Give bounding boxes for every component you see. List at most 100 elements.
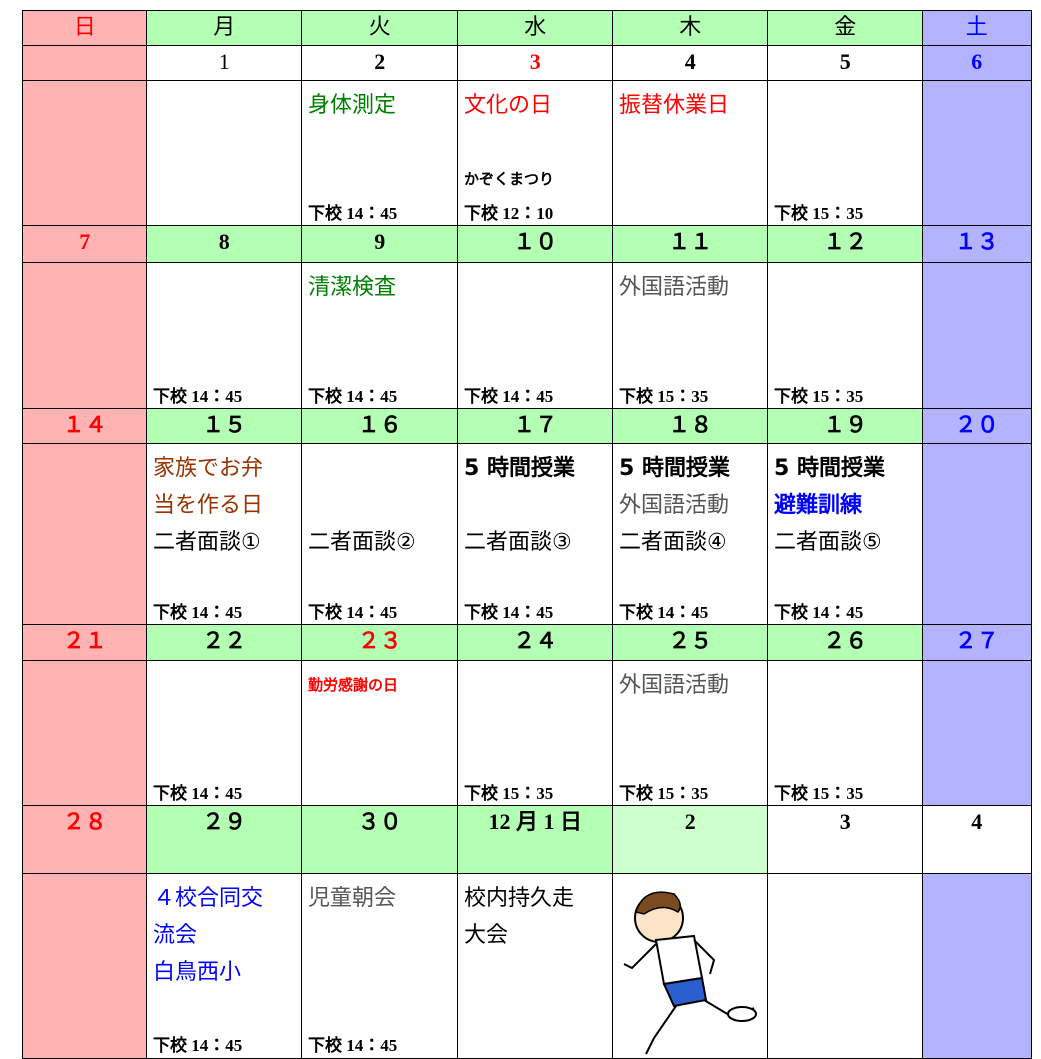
runner-illustration [623,891,757,1055]
dismissal-time: 下校 14：45 [308,1035,398,1055]
dismissal-time: 下校 15：35 [774,386,864,406]
day-header: 火 [301,10,459,47]
event-text: かぞくまつり [464,170,555,188]
date-cell: ２１ [22,624,148,662]
dismissal-time: 下校 14：45 [308,602,398,622]
day-header: 日 [22,10,148,47]
dismissal-time: 下校 14：45 [308,386,398,406]
event-text: 白鳥西小 [153,960,242,985]
event-text: 文化の日 [464,93,553,118]
dismissal-time: 下校 14：45 [308,203,398,223]
dismissal-time: 下校 14：45 [153,386,243,406]
event-cell: 二者面談② 下校 14：45 [301,443,459,626]
day-header: 月 [146,10,303,47]
date-cell: 3 [457,45,614,82]
date-cell: １２ [767,225,924,264]
event-cell [922,80,1032,227]
date-cell: 5 [767,45,924,82]
date-cell: １４ [22,408,148,445]
event-cell [22,660,148,807]
event-cell: 5 時間授業 避難訓練 二者面談⑤ 下校 14：45 [767,443,924,626]
date-cell: ２５ [612,624,769,662]
date-cell: 4 [612,45,769,82]
event-cell [922,443,1032,626]
dismissal-time: 下校 15：35 [619,386,709,406]
event-cell: 児童朝会下校 14：45 [301,873,459,1059]
dismissal-time: 下校 15：35 [774,783,864,803]
dismissal-time: 下校 14：45 [774,602,864,622]
date-cell: ２０ [922,408,1032,445]
event-cell: 勤労感謝の日 [301,660,459,807]
event-text: 当を作る日 [153,493,264,518]
event-cell: 校内持久走 大会 [457,873,614,1059]
event-text: 二者面談① [153,530,261,555]
event-text: 流会 [153,923,198,948]
date-cell [22,45,148,82]
event-text: 振替休業日 [619,93,730,118]
date-cell: １７ [457,408,614,445]
event-text: 家族でお弁 [153,456,264,481]
event-cell [22,443,148,626]
event-cell: ４校合同交 流会 白鳥西小 下校 14：45 [146,873,303,1059]
day-header: 金 [767,10,924,47]
event-text: 二者面談④ [619,530,727,555]
event-cell [922,873,1032,1059]
date-cell: ３０ [301,805,459,875]
event-text: 清潔検査 [308,275,397,300]
event-cell [922,262,1032,410]
day-header: 木 [612,10,769,47]
event-cell: 清潔検査下校 14：45 [301,262,459,410]
date-cell: １９ [767,408,924,445]
date-cell: ２６ [767,624,924,662]
event-text: 外国語活動 [619,673,730,698]
date-cell: 9 [301,225,459,264]
dismissal-time: 下校 15：35 [774,203,864,223]
day-header: 土 [922,10,1032,47]
date-cell: １６ [301,408,459,445]
event-text: 二者面談⑤ [774,530,882,555]
date-cell: １１ [612,225,769,264]
event-cell: 文化の日かぞくまつり 下校 12：10 [457,80,614,227]
date-cell: 2 [301,45,459,82]
event-cell: 下校 15：35 [767,80,924,227]
event-cell: 下校 15：35 [767,660,924,807]
event-cell: 下校 14：45 [146,660,303,807]
date-cell: 6 [922,45,1032,82]
event-cell [767,873,924,1059]
event-cell: 5 時間授業 二者面談③ 下校 14：45 [457,443,614,626]
event-cell: 身体測定 下校 14：45 [301,80,459,227]
event-cell: 下校 14：45 [146,262,303,410]
event-text: 二者面談② [308,530,416,555]
dismissal-time: 下校 12：10 [464,203,554,223]
dismissal-time: 下校 14：45 [153,783,243,803]
date-cell: ２４ [457,624,614,662]
event-cell: 5 時間授業 外国語活動 二者面談④ 下校 14：45 [612,443,769,626]
dismissal-time: 下校 15：35 [619,783,709,803]
event-cell: 外国語活動下校 15：35 [612,660,769,807]
date-cell: ２３ [301,624,459,662]
dismissal-time: 下校 14：45 [464,386,554,406]
date-cell: 3 [767,805,924,875]
event-text: 5 時間授業 [464,456,575,481]
event-text: 二者面談③ [464,530,572,555]
event-text: 児童朝会 [308,886,397,911]
date-cell: 8 [146,225,303,264]
date-cell: 12 月 1 日 [457,805,614,875]
event-text: 大会 [464,923,509,948]
date-cell: ２７ [922,624,1032,662]
date-cell: ２９ [146,805,303,875]
date-cell: 7 [22,225,148,264]
date-cell: ２２ [146,624,303,662]
event-cell: 下校 15：35 [767,262,924,410]
event-cell: 振替休業日 [612,80,769,227]
dismissal-time: 下校 14：45 [464,602,554,622]
dismissal-time: 下校 14：45 [153,1035,243,1055]
date-cell: ２８ [22,805,148,875]
event-cell [22,262,148,410]
dismissal-time: 下校 14：45 [153,602,243,622]
event-text: 勤労感謝の日 [308,676,399,694]
event-text: 5 時間授業 [619,456,730,481]
event-text: 外国語活動 [619,275,730,300]
